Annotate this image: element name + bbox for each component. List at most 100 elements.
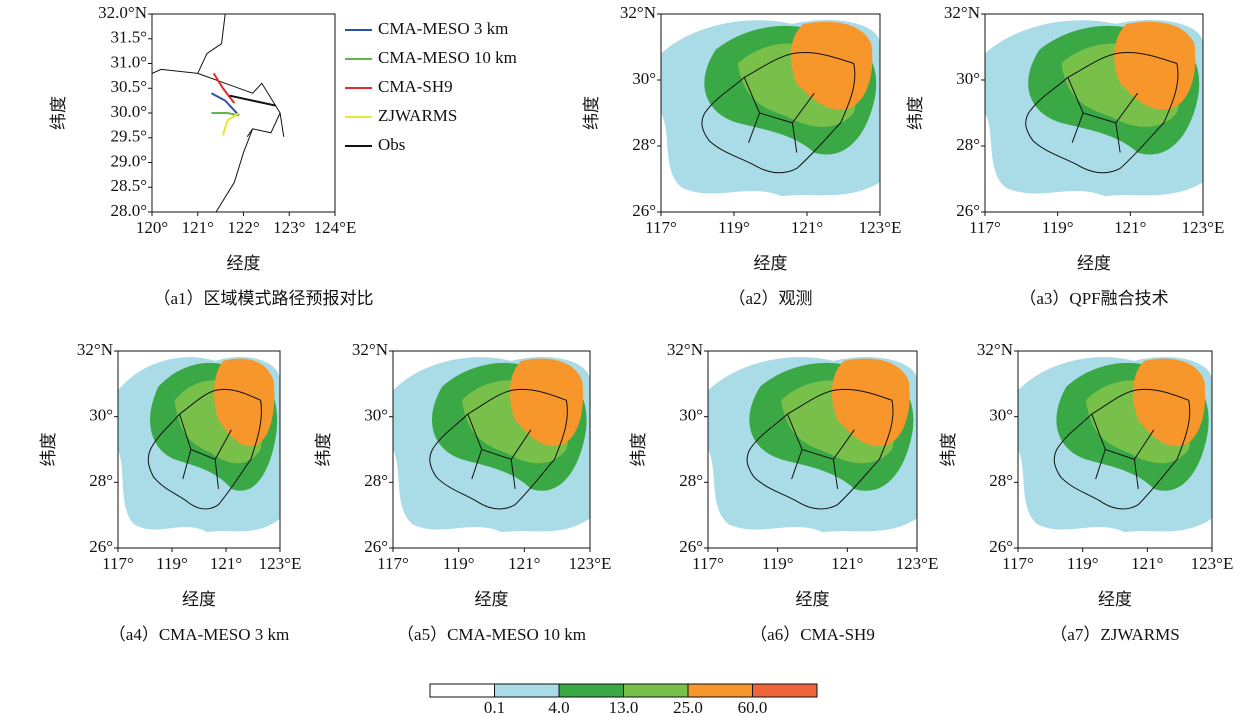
colorbar-segment (559, 684, 624, 697)
colorbar-label: 13.0 (609, 698, 639, 717)
precipitation-field (1018, 356, 1212, 534)
y-tick-label: 28° (632, 135, 656, 154)
y-tick-label: 32.0°N (98, 3, 147, 22)
x-tick-label: 117° (969, 218, 1001, 237)
y-tick-label: 26° (632, 201, 656, 220)
track (221, 112, 240, 136)
x-axis-label: 经度 (1077, 254, 1111, 273)
y-tick-label: 28° (989, 471, 1013, 490)
x-tick-label: 119° (1067, 554, 1099, 573)
precipitation-field (393, 356, 590, 534)
y-axis-label: 纬度 (939, 433, 958, 467)
panel-caption: （a6）CMA-SH9 (750, 625, 875, 644)
y-tick-label: 32°N (667, 340, 703, 359)
x-axis-label: 经度 (475, 590, 509, 609)
x-tick-label: 117° (692, 554, 724, 573)
colorbar-segment (494, 684, 559, 697)
colorbar-label: 25.0 (673, 698, 703, 717)
map-area (118, 356, 280, 534)
y-tick-label: 30° (632, 69, 656, 88)
plot-frame (660, 13, 881, 213)
y-tick-label: 31.5° (110, 28, 147, 47)
x-tick-label: 123°E (1182, 218, 1225, 237)
legend-label: CMA-MESO 3 km (378, 19, 508, 38)
colorbar-label: 4.0 (548, 698, 569, 717)
legend-label: CMA-MESO 10 km (378, 48, 517, 67)
y-tick-label: 29.5° (110, 127, 147, 146)
x-tick-label: 121° (831, 554, 863, 573)
x-tick-label: 121° (210, 554, 242, 573)
track (229, 94, 276, 107)
panel-caption: （a4）CMA-MESO 3 km (109, 625, 289, 644)
y-tick-label: 29.0° (110, 151, 147, 170)
y-tick-label: 26° (989, 537, 1013, 556)
panel-caption: （a7）ZJWARMS (1050, 625, 1179, 644)
x-tick-label: 121° (508, 554, 540, 573)
y-tick-label: 30.0° (110, 102, 147, 121)
x-tick-label: 121° (1114, 218, 1146, 237)
colorbar-label: 60.0 (738, 698, 768, 717)
panel-caption: （a1）区域模式路径预报对比 (153, 289, 373, 308)
y-axis-label: 纬度 (629, 433, 648, 467)
y-tick-label: 26° (364, 537, 388, 556)
x-tick-label: 120° (136, 218, 168, 237)
x-tick-label: 119° (762, 554, 794, 573)
map-area (393, 356, 590, 534)
x-axis-label: 经度 (796, 590, 830, 609)
y-tick-label: 32°N (944, 3, 980, 22)
x-tick-label: 117° (102, 554, 134, 573)
y-tick-label: 28.0° (110, 201, 147, 220)
y-tick-label: 32°N (352, 340, 388, 359)
x-tick-label: 124°E (314, 218, 357, 237)
y-tick-label: 30.5° (110, 77, 147, 96)
y-tick-label: 31.0° (110, 52, 147, 71)
x-tick-label: 123°E (569, 554, 612, 573)
x-tick-label: 119° (718, 218, 750, 237)
y-tick-label: 30° (679, 406, 703, 425)
panel-caption: （a2）观测 (728, 289, 812, 308)
colorbar-segment (623, 684, 688, 697)
y-tick-label: 30° (364, 406, 388, 425)
plot-frame (392, 350, 591, 549)
x-axis-label: 经度 (182, 590, 216, 609)
x-axis-label: 经度 (1098, 590, 1132, 609)
plot-frame (151, 13, 336, 213)
legend-label: Obs (378, 135, 405, 154)
y-tick-label: 32°N (620, 3, 656, 22)
precipitation-field (118, 356, 280, 534)
y-tick-label: 28° (364, 471, 388, 490)
x-axis-label: 经度 (754, 254, 788, 273)
map-area (1018, 356, 1212, 534)
y-tick-label: 30° (989, 406, 1013, 425)
y-tick-label: 30° (956, 69, 980, 88)
x-tick-label: 117° (1002, 554, 1034, 573)
track (212, 72, 236, 104)
y-tick-label: 32°N (977, 340, 1013, 359)
legend-label: ZJWARMS (378, 106, 457, 125)
colorbar-segment (430, 684, 495, 697)
colorbar-label: 0.1 (484, 698, 505, 717)
y-axis-label: 纬度 (39, 433, 58, 467)
y-tick-label: 28° (89, 471, 113, 490)
colorbar-segment (752, 684, 817, 697)
x-tick-label: 121° (182, 218, 214, 237)
plot-frame (707, 350, 918, 549)
x-tick-label: 123°E (1191, 554, 1234, 573)
x-tick-label: 117° (377, 554, 409, 573)
x-tick-label: 119° (156, 554, 188, 573)
y-tick-label: 32°N (77, 340, 113, 359)
x-tick-label: 117° (645, 218, 677, 237)
y-axis-label: 纬度 (906, 96, 925, 130)
y-tick-label: 30° (89, 406, 113, 425)
x-axis-label: 经度 (227, 254, 261, 273)
legend-label: CMA-SH9 (378, 77, 453, 96)
y-tick-label: 26° (679, 537, 703, 556)
x-tick-label: 123°E (859, 218, 902, 237)
plot-frame (1017, 350, 1213, 549)
x-tick-label: 123° (273, 218, 305, 237)
colorbar-segment (688, 684, 753, 697)
y-tick-label: 26° (89, 537, 113, 556)
x-tick-label: 122° (227, 218, 259, 237)
x-tick-label: 119° (1042, 218, 1074, 237)
plot-frame (984, 13, 1204, 213)
